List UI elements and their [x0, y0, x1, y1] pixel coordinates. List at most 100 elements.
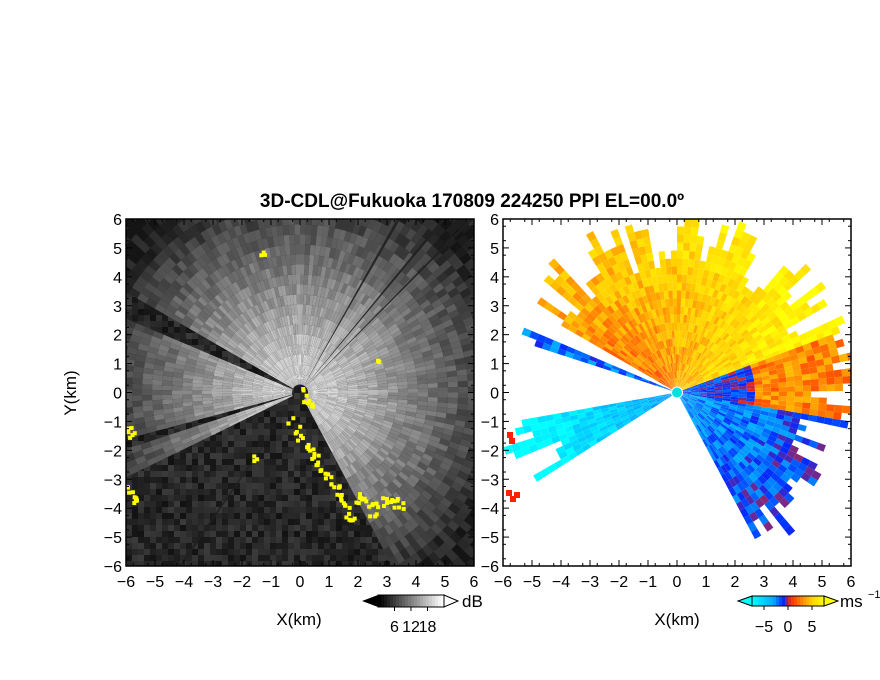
left-intensity-cell — [310, 407, 317, 416]
left-intensity-cell — [467, 386, 474, 393]
left-intensity-cell — [403, 252, 415, 264]
left-intensity-cell — [334, 372, 345, 379]
left-intensity-cell — [374, 340, 385, 349]
left-noise-cell — [222, 429, 228, 435]
left-intensity-cell — [459, 310, 472, 321]
left-noise-cell — [264, 543, 270, 549]
left-noise-cell — [150, 519, 156, 525]
left-intensity-cell — [325, 402, 336, 408]
left-noise-cell — [180, 447, 186, 453]
left-intensity-cell — [324, 404, 335, 411]
left-intensity-cell — [351, 461, 361, 472]
left-intensity-cell — [397, 388, 408, 393]
left-intensity-cell — [354, 471, 364, 483]
left-noise-cell — [228, 531, 234, 537]
left-noise-cell — [270, 531, 276, 537]
left-noise-cell — [150, 477, 156, 483]
left-noise-cell — [222, 561, 228, 566]
left-intensity-cell — [373, 266, 383, 279]
left-intensity-cell — [434, 559, 446, 566]
left-intensity-cell — [444, 508, 457, 520]
left-noise-cell — [276, 417, 282, 423]
left-intensity-cell — [366, 401, 378, 407]
left-noise-cell — [330, 453, 336, 459]
left-noise-cell — [252, 435, 258, 441]
left-intensity-cell — [364, 343, 375, 352]
left-intensity-cell — [444, 281, 456, 293]
left-intensity-cell — [444, 324, 456, 334]
left-noise-cell — [198, 555, 204, 561]
left-noise-cell — [330, 561, 336, 566]
left-intensity-cell — [315, 379, 326, 385]
left-noise-cell — [162, 543, 168, 549]
left-intensity-cell — [457, 374, 468, 382]
left-intensity-cell — [365, 326, 376, 336]
left-intensity-cell — [410, 452, 422, 462]
left-noise-cell — [132, 519, 138, 525]
left-intensity-cell — [328, 430, 336, 440]
left-intensity-cell — [387, 389, 398, 393]
left-intensity-cell — [448, 308, 460, 319]
left-intensity-cell — [367, 429, 378, 437]
left-noise-cell — [330, 555, 336, 561]
left-intensity-cell — [420, 432, 432, 440]
left-noise-cell — [300, 477, 306, 483]
left-intensity-cell — [393, 419, 404, 426]
left-noise-cell — [252, 537, 258, 543]
left-noise-cell — [246, 501, 252, 507]
left-intensity-cell — [324, 420, 333, 430]
left-noise-cell — [240, 519, 246, 525]
left-intensity-cell — [395, 337, 407, 346]
left-noise-cell — [306, 543, 312, 549]
left-noise-cell — [258, 471, 264, 477]
left-noise-cell — [300, 489, 306, 495]
left-noise-cell — [222, 471, 228, 477]
left-noise-cell — [132, 543, 138, 549]
left-noise-cell — [348, 507, 354, 513]
left-noise-cell — [198, 447, 204, 453]
left-noise-cell — [246, 489, 252, 495]
left-intensity-cell — [407, 256, 420, 268]
left-noise-cell — [312, 561, 318, 566]
left-intensity-cell — [325, 356, 334, 366]
left-intensity-cell — [453, 425, 465, 434]
left-noise-cell — [204, 435, 210, 441]
left-intensity-cell — [316, 399, 326, 404]
left-noise-cell — [306, 429, 312, 435]
left-intensity-cell — [330, 334, 339, 345]
left-noise-cell — [234, 525, 240, 531]
left-intensity-cell — [307, 394, 318, 398]
left-noise-cell — [192, 507, 198, 513]
left-noise-cell — [210, 471, 216, 477]
left-intensity-cell — [351, 313, 361, 324]
left-intensity-cell — [412, 513, 424, 525]
left-noise-cell — [348, 537, 354, 543]
left-intensity-cell — [375, 280, 385, 292]
left-intensity-cell — [317, 396, 328, 400]
left-noise-cell — [270, 513, 276, 519]
left-noise-cell — [360, 561, 366, 566]
left-noise-cell — [198, 543, 204, 549]
left-intensity-cell — [417, 383, 428, 389]
left-intensity-cell — [382, 261, 393, 273]
left-noise-cell — [270, 537, 276, 543]
left-noise-cell — [300, 471, 306, 477]
left-noise-cell — [156, 309, 162, 315]
left-noise-cell — [342, 537, 348, 543]
left-intensity-cell — [317, 413, 325, 423]
left-noise-cell — [264, 519, 270, 525]
left-noise-cell — [246, 483, 252, 489]
left-noise-cell — [234, 441, 240, 447]
left-intensity-cell — [380, 461, 391, 472]
left-intensity-cell — [314, 403, 323, 410]
left-noise-cell — [198, 333, 204, 339]
left-noise-cell — [360, 543, 366, 549]
left-intensity-cell — [383, 523, 394, 535]
left-noise-cell — [300, 495, 306, 501]
left-intensity-cell — [347, 397, 358, 401]
left-intensity-cell — [477, 545, 490, 558]
left-intensity-cell — [413, 327, 425, 337]
left-noise-cell — [144, 483, 150, 489]
left-intensity-cell — [335, 338, 344, 349]
left-intensity-cell — [447, 519, 460, 532]
